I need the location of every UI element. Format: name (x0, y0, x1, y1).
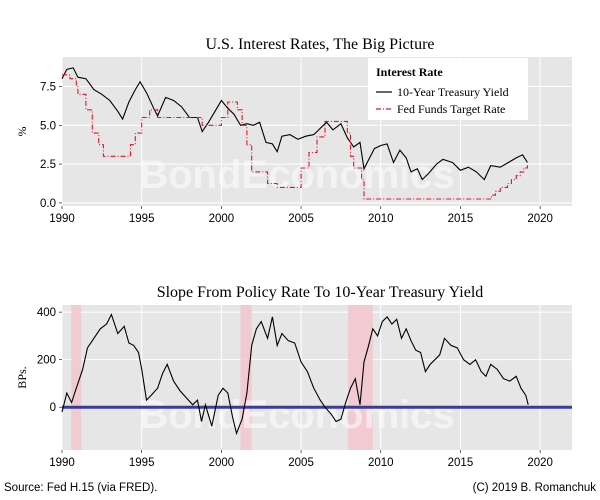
bot-x-tick-label: 1990 (49, 457, 75, 469)
top-y-tick-label: 2.5 (40, 159, 56, 171)
copyright-note: (C) 2019 B. Romanchuk (473, 482, 597, 494)
top-y-tick-label: 0.0 (40, 198, 56, 210)
bottom-watermark: BondEconomics (139, 393, 455, 437)
slope-line (61, 313, 529, 436)
top-x-tick-label: 2015 (448, 213, 474, 225)
bot-x-tick-label: 2015 (448, 457, 474, 469)
bottom-chart-recession-bands (71, 305, 373, 450)
bottom-chart-title: Slope From Policy Rate To 10-Year Treasu… (157, 284, 484, 301)
top-watermark: BondEconomics (139, 153, 455, 197)
bot-x-tick-label: 1995 (129, 457, 155, 469)
top-chart-y-axis-label: % (15, 127, 29, 137)
bottom-chart-x-tick-labels: 1990 1995 2000 2005 2010 2015 2020 (49, 450, 553, 469)
bottom-chart-series (61, 313, 572, 436)
legend-item-fed-funds: Fed Funds Target Rate (397, 102, 505, 116)
top-chart-legend: Interest Rate 10-Year Treasury Yield Fed… (368, 58, 528, 120)
bot-y-tick-label: 400 (37, 307, 56, 319)
top-chart-title: U.S. Interest Rates, The Big Picture (206, 36, 435, 53)
top-chart-x-tick-labels: 1990 1995 2000 2005 2010 2015 2020 (49, 206, 553, 225)
bottom-chart-plot-area (62, 305, 572, 450)
fed-funds-line (62, 74, 528, 200)
bot-x-tick-label: 2010 (368, 457, 394, 469)
recession-band (240, 305, 252, 450)
top-x-tick-label: 2000 (209, 213, 235, 225)
bottom-chart-y-tick-labels: 0 200 400 (37, 307, 62, 414)
top-chart-series (61, 67, 528, 200)
top-chart-panel: BondEconomics 0.0 2.5 5.0 7.5 1990 1995 2000 2… (15, 57, 572, 225)
legend-box (368, 58, 528, 120)
bot-x-tick-label: 2000 (209, 457, 235, 469)
top-y-tick-label: 5.0 (40, 120, 56, 132)
recession-band (71, 305, 82, 450)
top-x-tick-label: 2005 (288, 213, 314, 225)
top-x-tick-label: 1995 (129, 213, 155, 225)
top-x-tick-label: 1990 (49, 213, 75, 225)
top-chart-y-tick-labels: 0.0 2.5 5.0 7.5 (40, 81, 62, 210)
bot-y-tick-label: 200 (37, 355, 56, 367)
top-x-tick-label: 2010 (368, 213, 394, 225)
top-x-tick-label: 2020 (527, 213, 553, 225)
bot-x-tick-label: 2005 (288, 457, 314, 469)
bot-x-tick-label: 2020 (527, 457, 553, 469)
source-note: Source: Fed H.15 (via FRED). (4, 482, 157, 494)
bot-y-tick-label: 0 (50, 402, 56, 414)
ten-year-yield-line (61, 67, 528, 181)
bottom-chart-panel: BondEconomics 0 200 400 1990 1995 2000 2005 20… (15, 305, 572, 469)
legend-item-ten-year: 10-Year Treasury Yield (397, 85, 509, 99)
top-y-tick-label: 7.5 (40, 81, 56, 93)
bottom-chart-y-axis-label: BPs. (15, 366, 29, 388)
legend-title: Interest Rate (376, 65, 443, 79)
recession-band (348, 305, 373, 450)
